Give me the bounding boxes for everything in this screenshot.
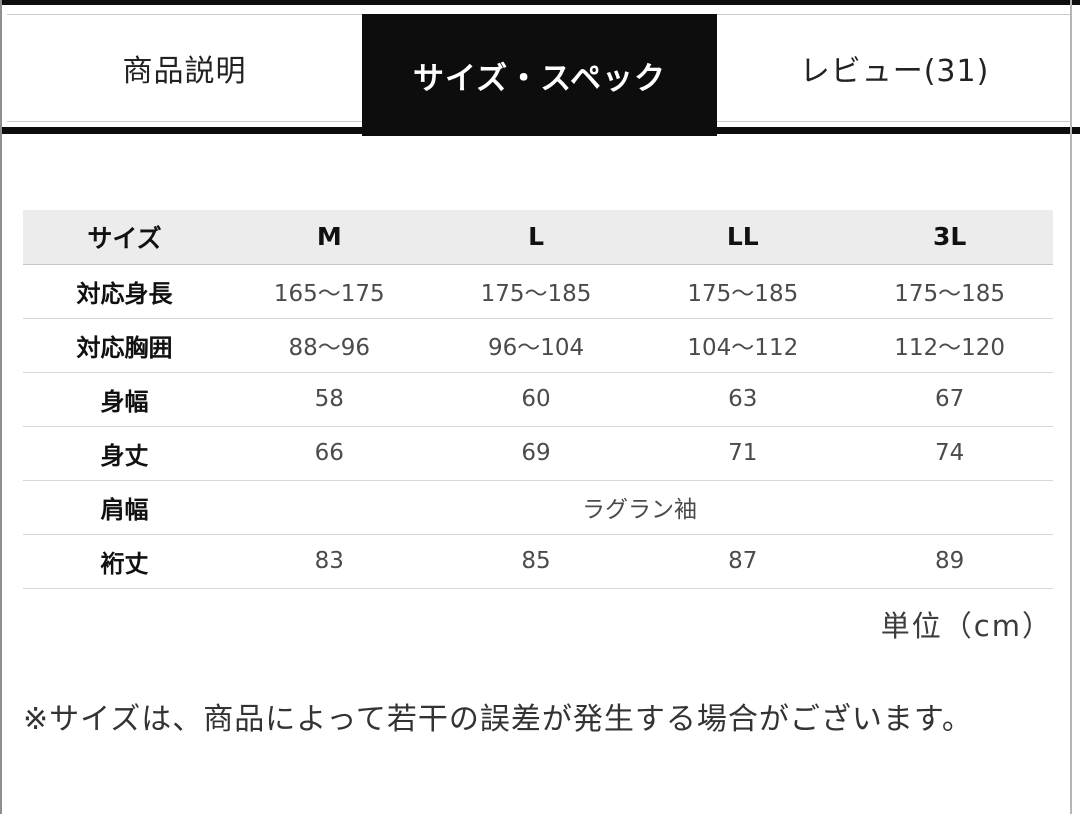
tab-reviews[interactable]: レビュー(31) bbox=[799, 54, 990, 89]
col-header-m: M bbox=[225, 210, 433, 265]
size-spec-table: サイズ M L LL 3L 対応身長 165〜175 175〜185 175〜1… bbox=[23, 210, 1053, 589]
cell-chest-ll: 104〜112 bbox=[639, 318, 847, 373]
cell-body-length-3l: 74 bbox=[846, 426, 1053, 481]
col-header-size: サイズ bbox=[23, 210, 226, 265]
table-row: 身丈 66 69 71 74 bbox=[23, 426, 1053, 481]
size-spec-panel: サイズ M L LL 3L 対応身長 165〜175 175〜185 175〜1… bbox=[0, 134, 1080, 748]
row-label-body-length: 身丈 bbox=[23, 426, 226, 481]
tab-bar: 商品説明 サイズ・スペック レビュー(31) bbox=[7, 14, 1072, 136]
table-row: 対応身長 165〜175 175〜185 175〜185 175〜185 bbox=[23, 264, 1053, 319]
table-header-row: サイズ M L LL 3L bbox=[23, 210, 1053, 265]
cell-body-length-ll: 71 bbox=[639, 426, 847, 481]
cell-sleeve-length-ll: 87 bbox=[639, 534, 847, 589]
unit-note: 単位（cm） bbox=[880, 608, 1053, 643]
cell-body-width-ll: 63 bbox=[639, 372, 847, 427]
cell-height-3l: 175〜185 bbox=[846, 264, 1053, 319]
cell-body-width-3l: 67 bbox=[846, 372, 1053, 427]
cell-chest-l: 96〜104 bbox=[432, 318, 640, 373]
tab-product-description[interactable]: 商品説明 bbox=[122, 54, 247, 89]
row-label-shoulder-width: 肩幅 bbox=[23, 480, 226, 535]
cell-chest-3l: 112〜120 bbox=[846, 318, 1053, 373]
size-disclaimer-note: ※サイズは、商品によって若干の誤差が発生する場合がございます。 bbox=[23, 701, 973, 737]
cell-sleeve-length-m: 83 bbox=[225, 534, 433, 589]
cell-body-width-m: 58 bbox=[225, 372, 433, 427]
row-label-body-width: 身幅 bbox=[23, 372, 226, 427]
col-header-ll: LL bbox=[639, 210, 847, 265]
tab-size-spec[interactable]: サイズ・スペック bbox=[362, 14, 717, 136]
cell-shoulder-width-all: ラグラン袖 bbox=[225, 480, 1053, 535]
cell-chest-m: 88〜96 bbox=[225, 318, 433, 373]
page-right-border bbox=[1070, 0, 1072, 814]
cell-height-m: 165〜175 bbox=[225, 264, 433, 319]
top-border-bar bbox=[0, 0, 1080, 5]
table-row: 肩幅 ラグラン袖 bbox=[23, 480, 1053, 535]
page-left-border bbox=[0, 0, 2, 814]
row-label-chest: 対応胸囲 bbox=[23, 318, 226, 373]
col-header-l: L bbox=[432, 210, 640, 265]
table-row: 対応胸囲 88〜96 96〜104 104〜112 112〜120 bbox=[23, 318, 1053, 373]
row-label-sleeve-length: 裄丈 bbox=[23, 534, 226, 589]
cell-height-ll: 175〜185 bbox=[639, 264, 847, 319]
cell-body-width-l: 60 bbox=[432, 372, 640, 427]
col-header-3l: 3L bbox=[846, 210, 1053, 265]
table-row: 身幅 58 60 63 67 bbox=[23, 372, 1053, 427]
row-label-height: 対応身長 bbox=[23, 264, 226, 319]
cell-body-length-m: 66 bbox=[225, 426, 433, 481]
table-row: 裄丈 83 85 87 89 bbox=[23, 534, 1053, 589]
cell-sleeve-length-3l: 89 bbox=[846, 534, 1053, 589]
cell-height-l: 175〜185 bbox=[432, 264, 640, 319]
cell-body-length-l: 69 bbox=[432, 426, 640, 481]
cell-sleeve-length-l: 85 bbox=[432, 534, 640, 589]
